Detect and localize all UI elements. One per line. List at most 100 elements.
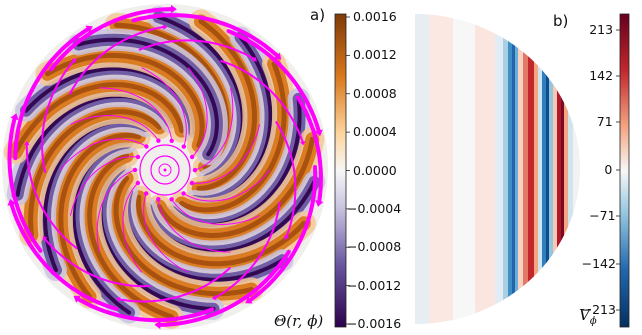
streamline: [158, 249, 291, 327]
streamline-arrow: [315, 200, 324, 207]
streamline-arrow: [212, 294, 217, 301]
colorbar-a-tick-label: 0.0004: [353, 124, 397, 140]
inner-streamline: [157, 199, 231, 253]
panel-a-label: a): [310, 6, 326, 24]
temperature-spiral-arms: [3, 6, 326, 329]
streamline: [9, 202, 119, 311]
streamline-arrow: [7, 199, 16, 206]
inner-streamline: [59, 138, 147, 171]
colorbar-a-tick-label: 0.0016: [353, 9, 397, 24]
warm-spiral-arm: [179, 61, 287, 213]
inner-streamline: [122, 182, 143, 273]
inner-streamline: [143, 193, 189, 273]
inner-streamline-arrow: [144, 144, 149, 149]
streamline: [295, 95, 323, 203]
streamline-arrow: [284, 234, 290, 240]
streamline-arrow: [299, 141, 306, 146]
inner-streamline: [70, 114, 159, 141]
colorbar-b-tick-label: −71: [589, 208, 616, 223]
inner-streamline: [69, 156, 139, 216]
streamline: [69, 26, 165, 95]
colorbar-a-ticks: [346, 16, 350, 325]
colorbar-b-tick-label: 71: [596, 114, 613, 129]
inner-streamline: [187, 67, 208, 158]
inner-streamline-arrow: [135, 180, 141, 186]
streamline: [7, 117, 43, 253]
streamline-arrow: [170, 4, 177, 14]
warm-spiral-arm: [58, 132, 142, 300]
colorbar-b-tick-label: −142: [581, 256, 616, 271]
streamline: [25, 143, 78, 250]
streamline-arrow: [314, 129, 323, 137]
colorbar-a-tick-label: −0.0004: [347, 200, 402, 216]
inner-streamline: [171, 199, 260, 226]
inner-streamline: [194, 87, 234, 171]
streamline: [76, 297, 215, 323]
inner-streamline-arrow: [181, 191, 186, 196]
inner-streamline-arrow: [189, 154, 195, 160]
warm-spiral-arm: [113, 175, 254, 297]
inner-streamline-arrow: [169, 197, 174, 202]
colorbar-a-tick-label: −0.0016: [347, 316, 402, 331]
streamline: [13, 27, 90, 161]
warm-spiral-arm: [28, 109, 162, 238]
inner-streamline-arrow: [156, 138, 161, 143]
colorbar-b-label-sub: ϕ: [589, 316, 597, 327]
colorbar-a-tick-label: 0.0012: [353, 47, 397, 63]
inner-streamline-arrow: [156, 197, 161, 202]
streamline-arrow: [154, 320, 161, 330]
streamline: [131, 13, 279, 58]
inner-streamline-arrow: [169, 138, 174, 143]
inner-streamline-arrow: [135, 154, 141, 160]
streamline: [118, 267, 231, 303]
streamline-arrow: [73, 295, 81, 303]
streamline: [248, 165, 318, 302]
inner-streamline-arrow: [144, 191, 149, 196]
inner-streamline: [141, 67, 187, 147]
streamline-arrow: [42, 235, 48, 241]
streamline: [220, 60, 304, 143]
streamline-arrow: [252, 56, 257, 62]
colorbar-b-tick-label: 213: [589, 22, 614, 37]
inner-streamline: [183, 169, 271, 202]
streamline-arrow: [274, 52, 282, 60]
inner-streamline-arrow: [181, 144, 186, 149]
panel-b-label: b): [553, 12, 569, 30]
colorbar-b-tick-label: −213: [581, 302, 616, 317]
warm-spiral-arm: [136, 194, 307, 267]
colorbar-a: [334, 13, 347, 328]
streamline-arrow: [116, 296, 121, 303]
colorbar-b-label-main: V: [579, 306, 590, 324]
inner-streamline-arrow: [192, 167, 198, 173]
colorbar-b-tick-label: 142: [589, 68, 614, 83]
colorbar-a-tick-label: −0.0012: [347, 277, 402, 293]
warm-spiral-arm: [196, 18, 258, 192]
streamline-arrow: [24, 141, 30, 146]
streamline: [44, 238, 151, 288]
streamline-arrow: [85, 25, 93, 33]
streamline: [138, 39, 255, 60]
streamlines: [7, 4, 324, 330]
colorbar-a-tick-label: 0.0008: [353, 85, 397, 101]
streamline-arrow: [163, 24, 168, 30]
streamline-arrow: [245, 296, 253, 304]
panel-a-disk: [2, 4, 328, 330]
streamline: [49, 7, 173, 72]
colorbar-b-label: Vϕ: [579, 306, 597, 327]
warm-spiral-arm: [13, 82, 185, 155]
colorbar-a-label: Θ(r, ϕ): [274, 312, 324, 330]
warm-spiral-arm: [45, 52, 205, 148]
streamline: [41, 60, 75, 173]
streamline: [214, 201, 281, 299]
colorbar-b-ticks: [616, 29, 620, 311]
inner-streamline-arrow: [132, 167, 138, 173]
panel-b-half-disk: [415, 14, 580, 324]
colorbar-b: [619, 13, 630, 328]
colorbar-a-tick-label: 0.0000: [353, 162, 397, 178]
streamline-arrow: [71, 58, 77, 64]
center-rings: [139, 144, 191, 196]
inner-streamline: [96, 169, 136, 253]
colorbar-b-tick-label: 0: [604, 162, 613, 177]
